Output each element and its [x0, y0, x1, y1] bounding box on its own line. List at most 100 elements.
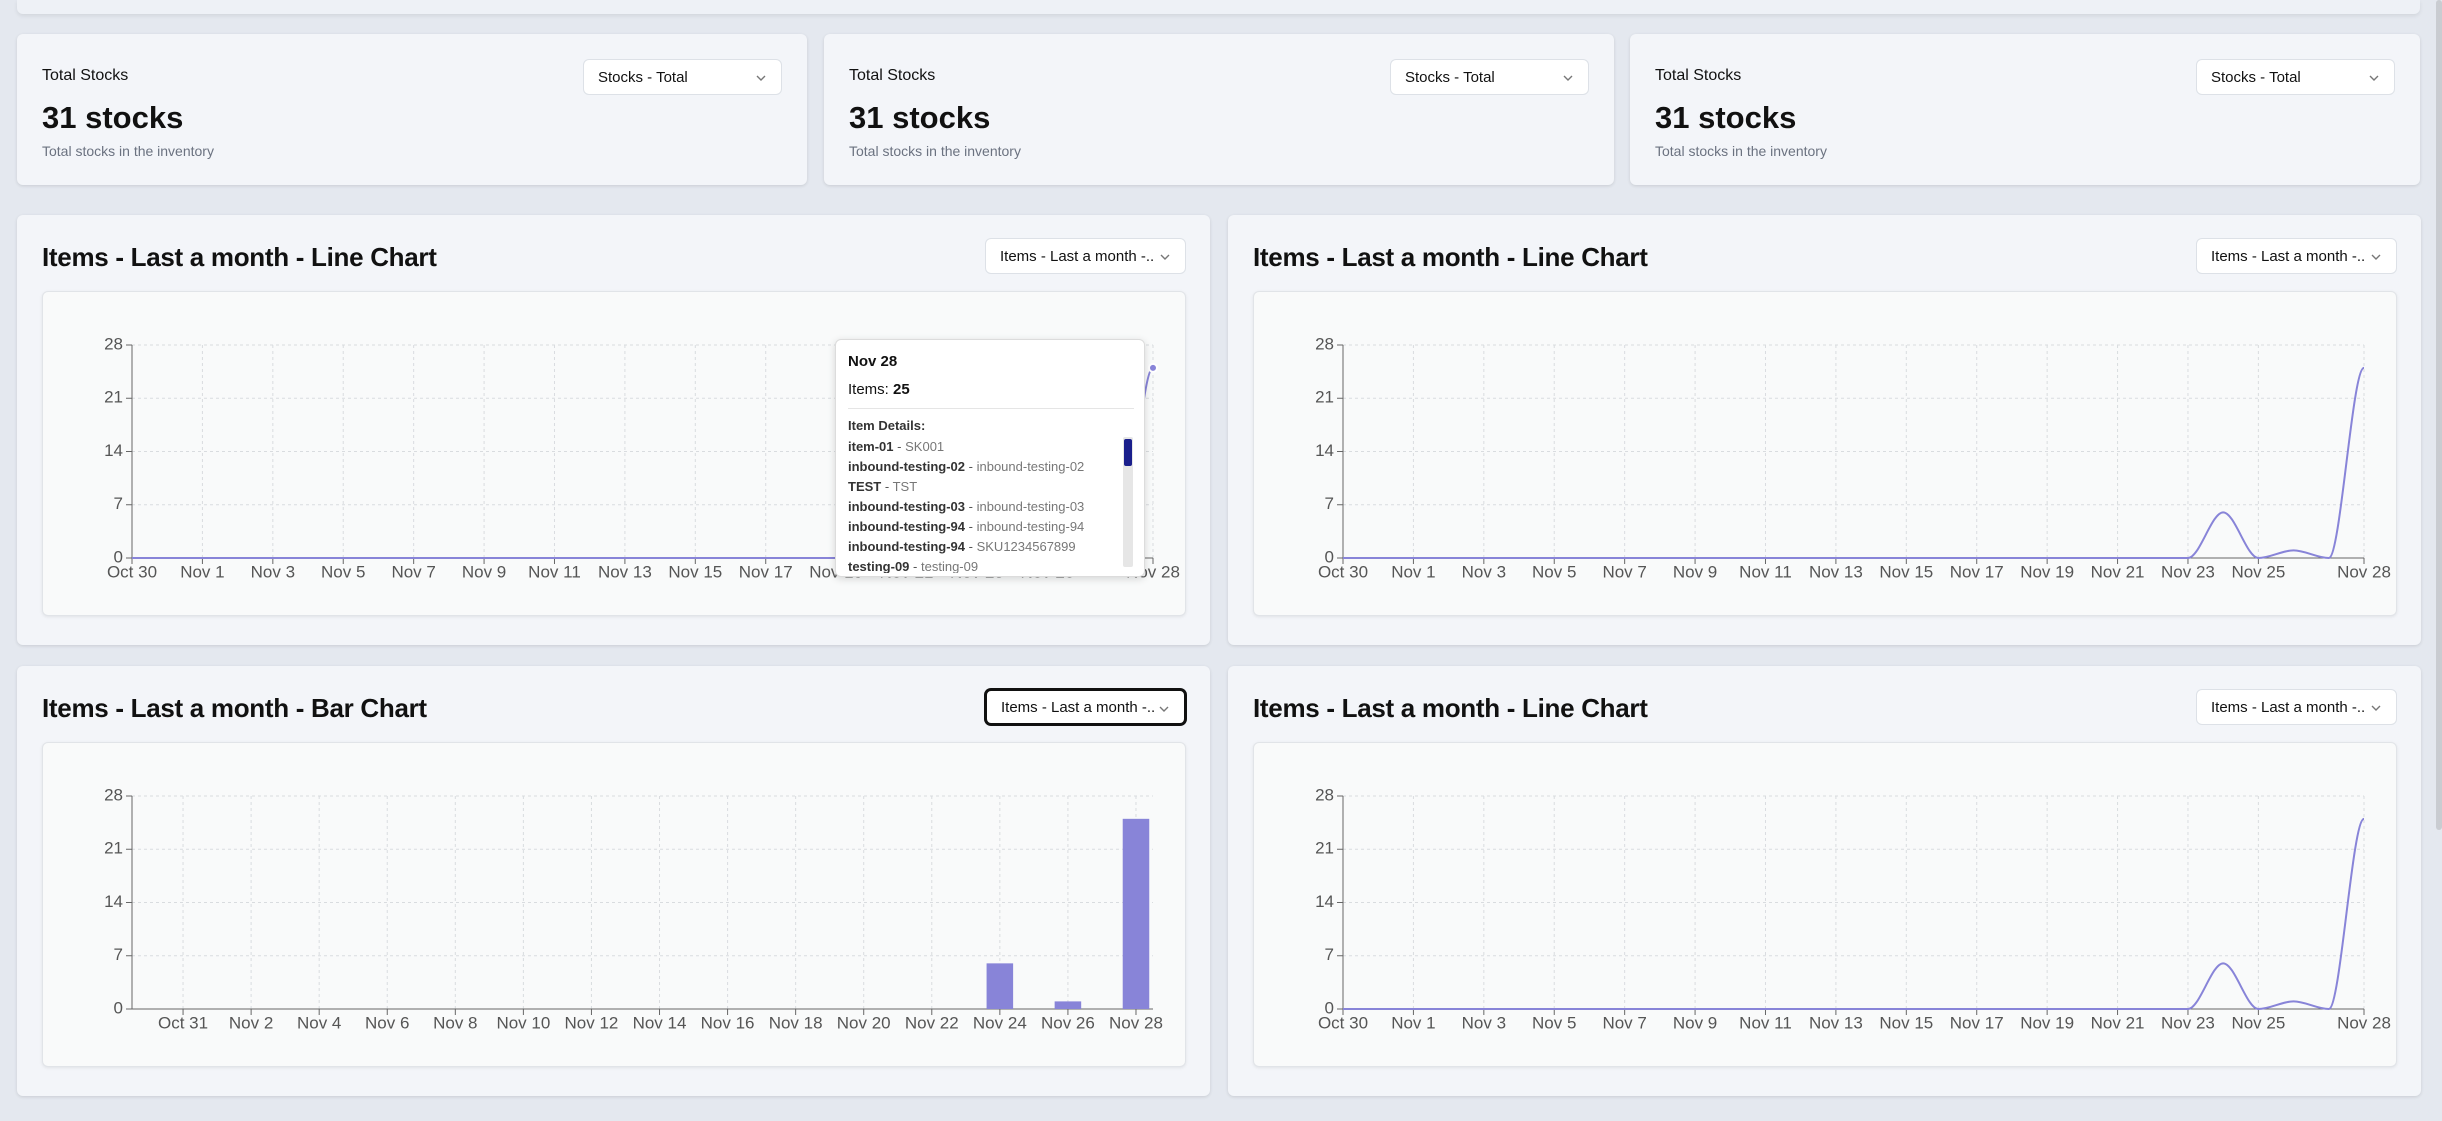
- chart-box: 0 7 14 21 28 Oct 30 Nov 1 Nov 3 Nov 5 Nov 7 Nov 9 N…: [42, 291, 1186, 616]
- top-edge: [17, 0, 2420, 14]
- x-tick-label: Nov 1: [1391, 1013, 1435, 1032]
- y-tick-label: 0: [114, 547, 123, 566]
- chart-box: 0 7 14 21 28 Oct 31 Nov 2 Nov 4 Nov 6 Nov 8 Nov 10…: [42, 742, 1186, 1067]
- x-tick-label: Nov 14: [633, 1013, 687, 1032]
- items-label: Items:: [848, 381, 889, 398]
- x-tick-label: Nov 3: [1462, 562, 1506, 581]
- y-tick-label: 21: [104, 388, 123, 407]
- item-sku: testing-09: [921, 559, 979, 573]
- x-tick-label: Nov 25: [2231, 1013, 2285, 1032]
- x-tick-label: Nov 17: [1950, 1013, 2004, 1032]
- dropdown-label: Items - Last a month -..: [2211, 698, 2366, 716]
- chart-title: Items - Last a month - Line Chart: [1253, 693, 1648, 723]
- y-tick-label: 28: [1315, 334, 1334, 353]
- stat-value: 31 stocks: [849, 100, 991, 135]
- x-tick-label: Nov 9: [462, 562, 506, 581]
- stat-description: Total stocks in the inventory: [849, 143, 1021, 159]
- item-name: inbound-testing-02: [848, 459, 965, 474]
- dropdown[interactable]: Stocks - Total: [1390, 59, 1589, 95]
- x-tick-label: Oct 30: [107, 562, 157, 581]
- chart-title: Items - Last a month - Line Chart: [1253, 242, 1648, 272]
- item-sku: inbound-testing-03: [976, 499, 1085, 514]
- x-tick-label: Nov 28: [2337, 1013, 2391, 1032]
- x-tick-label: Nov 15: [668, 562, 722, 581]
- x-tick-label: Nov 7: [391, 562, 435, 581]
- stat-description: Total stocks in the inventory: [42, 143, 214, 159]
- dropdown[interactable]: Items - Last a month -..: [2196, 689, 2397, 725]
- page-scrollbar: [2436, 0, 2442, 830]
- item-name: inbound-testing-03: [848, 499, 965, 514]
- dropdown[interactable]: Items - Last a month -..: [2196, 238, 2397, 274]
- x-tick-label: Nov 13: [598, 562, 652, 581]
- dropdown[interactable]: Stocks - Total: [583, 59, 782, 95]
- item-separator: -: [968, 539, 973, 554]
- y-tick-label: 0: [1325, 547, 1334, 566]
- y-tick-label: 0: [114, 998, 123, 1017]
- items-value: 25: [893, 381, 910, 398]
- chevron: [2369, 75, 2379, 81]
- x-tick-label: Nov 5: [321, 562, 365, 581]
- x-tick-label: Nov 7: [1602, 562, 1646, 581]
- x-tick-label: Oct 30: [1318, 1013, 1368, 1032]
- chevron-icon: [756, 75, 766, 81]
- tooltip-items: Items: 25: [848, 381, 910, 398]
- chevron-icon: [1159, 706, 1169, 712]
- x-tick-label: Nov 13: [1809, 562, 1863, 581]
- x-tick-label: Nov 3: [1462, 1013, 1506, 1032]
- tooltip-date: Nov 28: [848, 353, 898, 370]
- chart: 0 7 14 21 28 Oct 31 Nov 2 Nov 4 Nov 6 Nov 8 Nov 10…: [104, 785, 1163, 1032]
- x-tick-label: Nov 19: [2020, 1013, 2074, 1032]
- line: [1343, 817, 2365, 1011]
- item-sku: SK001: [905, 439, 945, 454]
- x-tick-label: Nov 8: [433, 1013, 477, 1032]
- y-tick-label: 21: [1315, 388, 1334, 407]
- x-tick-label: Nov 10: [496, 1013, 550, 1032]
- chart-card: Items - Last a month - Line Chart Items -…: [1228, 215, 2421, 645]
- item-separator: -: [968, 519, 973, 534]
- chart-title: Items - Last a month - Bar Chart: [42, 693, 427, 723]
- x-tick-label: Nov 20: [837, 1013, 891, 1032]
- y-tick-label: 21: [1315, 839, 1334, 858]
- x-tick-label: Nov 21: [2091, 562, 2145, 581]
- x-tick-label: Nov 17: [739, 562, 793, 581]
- chevron: [2371, 254, 2381, 260]
- y-tick-label: 28: [1315, 785, 1334, 804]
- dropdown[interactable]: Stocks - Total: [2196, 59, 2395, 95]
- stat-title: Total Stocks: [849, 67, 936, 84]
- x-tick-label: Nov 1: [1391, 562, 1435, 581]
- x-tick-label: Nov 19: [2020, 562, 2074, 581]
- x-tick-label: Nov 12: [565, 1013, 619, 1032]
- chart-box: 0 7 14 21 28 Oct 30 Nov 1 Nov 3 Nov 5 Nov 7 Nov 9 N…: [1253, 291, 2397, 616]
- x-tick-label: Nov 11: [1739, 562, 1792, 581]
- chart-box: 0 7 14 21 28 Oct 30 Nov 1 Nov 3 Nov 5 Nov 7 Nov 9 N…: [1253, 742, 2397, 1067]
- dropdown-label: Stocks - Total: [2211, 68, 2301, 86]
- tooltip-scroll-thumb: [1124, 439, 1132, 466]
- y-tick-label: 14: [1315, 441, 1334, 460]
- active-dot: [1148, 362, 1158, 373]
- item-sku: TST: [892, 479, 918, 494]
- item-name: inbound-testing-94: [848, 539, 965, 554]
- x-tick-label: Oct 30: [1318, 562, 1368, 581]
- chevron-icon: [1160, 254, 1170, 260]
- tooltip: Nov 28 Items: 25 Item Details: item-01 - SK…: [835, 339, 1145, 577]
- dropdown[interactable]: Items - Last a month -..: [985, 689, 1186, 725]
- x-tick-label: Nov 11: [528, 562, 581, 581]
- chevron-icon: [1563, 75, 1573, 81]
- y-tick-label: 21: [104, 839, 123, 858]
- y-tick-label: 28: [104, 334, 123, 353]
- y-tick-label: 7: [1325, 945, 1334, 964]
- y-tick-label: 14: [104, 441, 123, 460]
- item-row: inbound-testing-94 - inbound-testing-94: [848, 517, 1118, 537]
- item-name: inbound-testing-94: [848, 519, 965, 534]
- dropdown[interactable]: Items - Last a month -..: [985, 238, 1186, 274]
- dropdown-label: Stocks - Total: [598, 68, 688, 86]
- y-tick-label: 14: [1315, 892, 1334, 911]
- dropdown-label: Items - Last a month -..: [2211, 247, 2366, 265]
- dropdown-label: Stocks - Total: [1405, 68, 1495, 86]
- item-separator: -: [884, 479, 890, 494]
- stat-card: Total Stocks Stocks - Total 31 stocks Total…: [1630, 34, 2420, 185]
- x-tick-label: Nov 1: [180, 562, 224, 581]
- dropdown-label: Items - Last a month -..: [1000, 247, 1155, 265]
- chevron-icon: [2369, 75, 2379, 81]
